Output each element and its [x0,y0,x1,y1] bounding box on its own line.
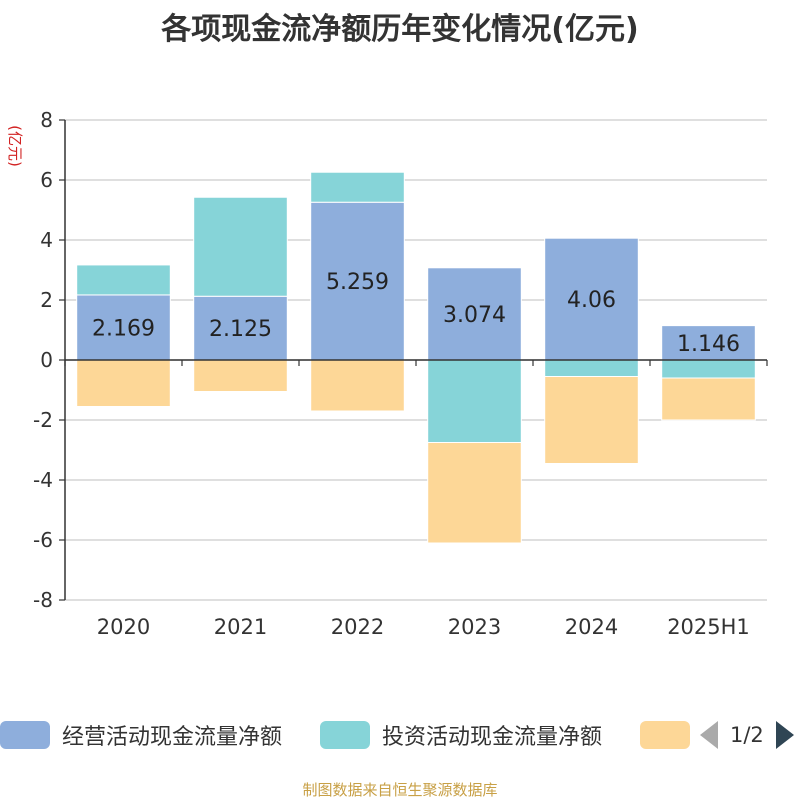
bar-series-1-2023 [427,359,522,443]
x-tick-label: 2025H1 [667,615,750,639]
legend-label-operating: 经营活动现金流量净额 [62,725,283,750]
legend-item-third[interactable] [640,720,702,750]
y-tick-label: 6 [40,168,53,192]
chart-title: 各项现金流净额历年变化情况(亿元) [161,12,639,47]
bar-value-label: 5.259 [326,270,389,295]
y-tick-label: -4 [33,468,53,492]
bar-value-label: 3.074 [443,303,506,328]
bar-series-1-2021 [193,196,288,297]
bar-series-2-2021 [193,359,288,392]
legend-swatch-operating [0,721,50,749]
legend-swatch-third [640,721,690,749]
legend-next-arrow-icon[interactable] [775,721,794,749]
legend-label-investing: 投资活动现金流量净额 [382,725,603,750]
y-tick-label: 8 [40,108,53,132]
axes: 8 6 4 2 0 -2 -4 -6 -8 2020 2021 2022 2023 2024 2025H1 [33,108,768,639]
bar-series-1-2020 [76,264,171,296]
x-tick-label: 2022 [331,615,384,639]
legend-item-investing[interactable]: 投资活动现金流量净额 [320,720,602,750]
legend-item-operating[interactable]: 经营活动现金流量净额 [0,720,282,750]
bar-series-2-2023 [427,442,522,544]
bars [76,171,756,544]
bar-value-label: 1.146 [677,332,740,357]
grid-lines [65,119,767,601]
y-tick-label: 4 [40,228,53,252]
y-tick-label: -8 [33,588,53,612]
legend-pager: 1/2 [700,720,794,750]
bar-series-2-2025H1 [661,377,756,421]
legend-swatch-investing [320,721,370,749]
data-labels: 2.169 2.125 5.259 3.074 4.06 1.146 [92,270,740,357]
bar-value-label: 2.125 [209,317,272,342]
legend-page-indicator: 1/2 [730,723,764,747]
x-tick-label: 2023 [448,615,501,639]
legend-prev-arrow-icon[interactable] [700,721,718,749]
bar-series-2-2022 [310,359,405,412]
y-tick-label: -2 [33,408,53,432]
bar-series-0-2020 [76,294,171,361]
bar-value-label: 2.169 [92,316,155,341]
bar-series-1-2025H1 [661,359,756,379]
y-axis-unit-label: (亿元) [6,125,24,167]
x-tick-label: 2020 [97,615,150,639]
bar-series-0-2024 [544,237,639,361]
bar-series-0-2023 [427,267,522,361]
legend: 经营活动现金流量净额 投资活动现金流量净额 1/2 [0,712,800,758]
bar-series-1-2022 [310,171,405,203]
bar-series-2-2024 [544,376,639,464]
data-source-note: 制图数据来自恒生聚源数据库 [302,781,498,799]
y-tick-label: 0 [40,348,53,372]
bar-series-2-2020 [76,359,171,407]
bar-value-label: 4.06 [567,288,616,313]
x-tick-label: 2024 [565,615,618,639]
x-tick-label: 2021 [214,615,267,639]
y-tick-label: -6 [33,528,53,552]
y-tick-label: 2 [40,288,53,312]
bar-series-1-2024 [544,359,639,377]
